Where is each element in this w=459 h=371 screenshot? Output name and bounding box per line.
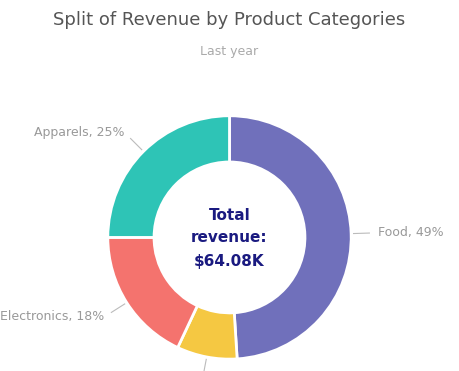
Text: $64.08K: $64.08K bbox=[194, 254, 265, 269]
Text: Electronics, 18%: Electronics, 18% bbox=[0, 311, 104, 324]
Wedge shape bbox=[230, 116, 351, 359]
Text: Last year: Last year bbox=[201, 45, 258, 58]
Text: Food, 49%: Food, 49% bbox=[378, 226, 443, 239]
Wedge shape bbox=[108, 116, 230, 237]
Text: Total: Total bbox=[209, 208, 250, 223]
Wedge shape bbox=[108, 237, 197, 348]
Text: revenue:: revenue: bbox=[191, 230, 268, 245]
Text: Split of Revenue by Product Categories: Split of Revenue by Product Categories bbox=[53, 11, 406, 29]
Wedge shape bbox=[178, 306, 237, 359]
Text: Apparels, 25%: Apparels, 25% bbox=[34, 126, 124, 139]
